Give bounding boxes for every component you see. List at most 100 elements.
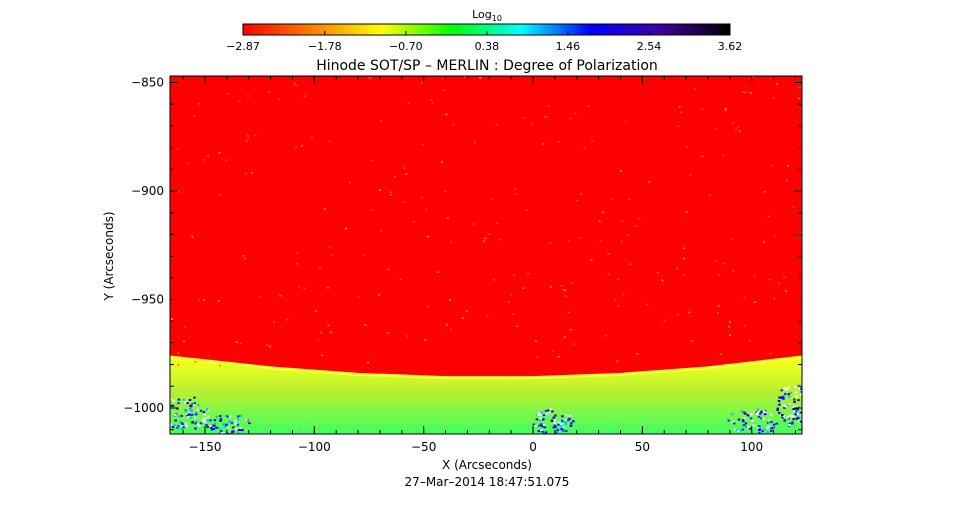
noise-patch-pixel <box>770 427 773 430</box>
noise-patch-pixel <box>206 426 209 428</box>
noise-speck <box>578 237 581 239</box>
noise-patch-pixel <box>776 409 779 412</box>
noise-speck <box>527 273 530 275</box>
noise-patch-pixel <box>172 399 176 402</box>
noise-patch-pixel <box>189 407 192 410</box>
noise-patch-pixel <box>763 413 767 416</box>
noise-patch-pixel <box>178 421 182 424</box>
noise-patch-pixel <box>553 419 556 422</box>
noise-speck <box>743 324 746 327</box>
noise-speck <box>298 285 301 288</box>
noise-speck <box>715 260 718 262</box>
noise-speck <box>574 112 577 114</box>
noise-patch-pixel <box>792 406 796 409</box>
noise-speck <box>437 271 440 273</box>
noise-patch-pixel <box>188 412 191 414</box>
noise-patch-pixel <box>180 424 183 427</box>
noise-speck <box>412 220 415 223</box>
noise-speck <box>544 116 547 118</box>
noise-speck <box>378 189 381 191</box>
noise-speck <box>226 93 229 95</box>
noise-patch-pixel <box>549 408 553 411</box>
noise-patch-pixel <box>237 415 240 418</box>
noise-patch-pixel <box>570 422 573 425</box>
noise-patch-pixel <box>170 423 173 426</box>
noise-patch-pixel <box>177 402 180 405</box>
noise-speck <box>569 117 572 120</box>
noise-speck <box>486 314 489 317</box>
noise-patch-pixel <box>770 421 773 423</box>
noise-speck <box>177 191 180 193</box>
noise-patch-pixel <box>182 398 185 401</box>
noise-speck <box>763 241 765 244</box>
colorbar: Log10 −2.87 −1.78 −0.70 0.38 1.46 2.54 3.62 <box>226 8 742 53</box>
noise-speck <box>247 136 250 139</box>
noise-speck <box>590 259 593 261</box>
noise-speck <box>621 220 624 222</box>
noise-patch-pixel <box>194 413 198 416</box>
noise-speck <box>636 353 639 355</box>
noise-speck <box>440 161 443 163</box>
noise-speck <box>604 335 607 337</box>
noise-patch-pixel <box>557 423 560 426</box>
noise-speck <box>798 86 801 89</box>
colorbar-tick-label: −1.78 <box>308 40 342 53</box>
noise-speck <box>732 270 735 272</box>
noise-speck <box>530 122 533 125</box>
noise-speck <box>303 95 306 97</box>
noise-speck <box>203 299 206 301</box>
timestamp: 27–Mar–2014 18:47:51.075 <box>405 475 570 489</box>
noise-patch-pixel <box>544 431 548 434</box>
noise-patch-pixel <box>764 411 767 414</box>
x-tick-label: 100 <box>740 440 763 454</box>
noise-speck <box>676 267 679 270</box>
noise-speck <box>772 97 775 99</box>
noise-patch-pixel <box>186 416 190 419</box>
noise-patch-pixel <box>761 430 765 432</box>
noise-patch-pixel <box>218 432 222 434</box>
noise-speck <box>484 237 487 240</box>
noise-patch-pixel <box>796 413 799 415</box>
noise-patch-pixel <box>539 413 542 416</box>
noise-patch-pixel <box>191 403 194 406</box>
noise-speck <box>752 76 754 78</box>
noise-patch-pixel <box>166 400 169 402</box>
noise-speck <box>421 144 424 146</box>
noise-speck <box>616 360 619 362</box>
noise-patch-pixel <box>787 422 791 425</box>
noise-speck <box>689 174 692 176</box>
noise-speck <box>724 109 727 112</box>
noise-speck <box>368 77 371 79</box>
noise-patch-pixel <box>799 420 802 423</box>
noise-patch-pixel <box>794 386 797 389</box>
noise-patch-pixel <box>569 425 572 427</box>
noise-patch-pixel <box>782 415 786 418</box>
noise-speck <box>730 238 733 240</box>
noise-speck <box>259 296 262 298</box>
noise-speck <box>676 313 679 316</box>
noise-speck <box>446 217 449 219</box>
noise-patch-pixel <box>184 401 187 404</box>
noise-patch-pixel <box>770 413 773 416</box>
noise-patch-pixel <box>793 401 796 403</box>
noise-speck <box>424 339 427 341</box>
noise-speck <box>266 344 269 346</box>
colorbar-label-sub: 10 <box>492 14 502 23</box>
noise-speck <box>691 340 694 342</box>
noise-patch-pixel <box>564 430 568 433</box>
noise-patch-pixel <box>239 415 243 417</box>
noise-patch-pixel <box>194 416 197 419</box>
noise-patch-pixel <box>197 404 200 407</box>
noise-patch-pixel <box>564 418 567 421</box>
noise-speck <box>549 242 552 244</box>
noise-speck <box>380 230 383 232</box>
noise-speck <box>303 287 306 289</box>
y-tick-label: −950 <box>131 292 164 306</box>
noise-speck <box>462 317 465 319</box>
noise-patch-pixel <box>753 410 756 413</box>
y-tick-label: −850 <box>131 76 164 90</box>
noise-patch-pixel <box>548 410 551 413</box>
noise-patch-pixel <box>783 387 786 390</box>
noise-patch-pixel <box>762 417 765 420</box>
noise-patch-pixel <box>196 423 199 426</box>
